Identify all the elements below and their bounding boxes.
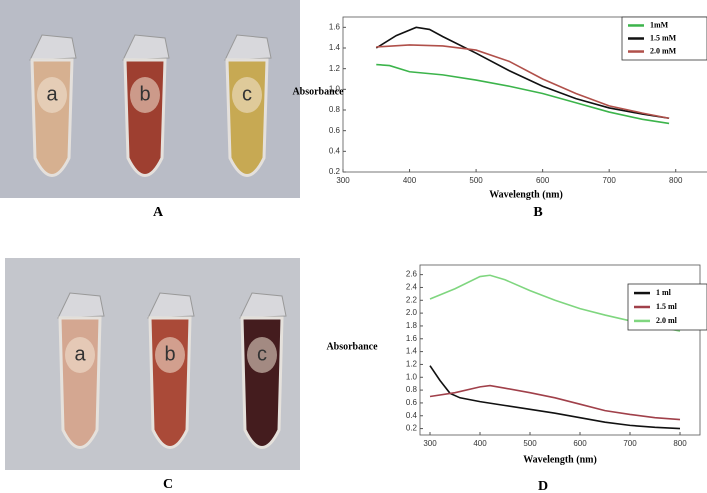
tube-label-area [65, 337, 95, 373]
x-tick-label: 400 [403, 176, 417, 185]
data-line [429, 384, 681, 421]
x-tick-label: 700 [603, 176, 617, 185]
y-tick-label: 1.8 [406, 321, 418, 330]
tube-label-area [155, 337, 185, 373]
y-tick-label: 0.8 [329, 105, 341, 114]
panel-label: B [533, 205, 542, 220]
y-tick-label: 0.4 [329, 146, 341, 155]
y-tick-label: 0.2 [406, 424, 418, 433]
y-tick-label: 0.2 [329, 167, 341, 176]
y-tick-label: 1.2 [329, 64, 341, 73]
x-tick-label: 700 [623, 439, 637, 448]
y-tick-label: 1.6 [406, 334, 418, 343]
tube-label-area [232, 77, 262, 113]
tube-label: a [74, 343, 86, 365]
y-tick-label: 1.0 [329, 84, 341, 93]
legend-label: 2.0 ml [656, 316, 678, 325]
tube-label: b [139, 83, 150, 105]
data-line [375, 26, 670, 120]
y-tick-label: 2.2 [406, 295, 418, 304]
panel-label: A [153, 205, 164, 220]
panel-label: D [538, 479, 548, 493]
tube-label-area [37, 77, 67, 113]
y-tick-label: 2.6 [406, 270, 418, 279]
y-tick-label: 1.0 [406, 372, 418, 381]
panel-label: C [163, 477, 173, 492]
plot-frame [342, 16, 707, 173]
y-tick-label: 2.0 [406, 308, 418, 317]
tube-label: b [164, 343, 175, 365]
x-axis-label: Wavelength (nm) [523, 454, 597, 465]
y-axis-label: Absorbance [292, 86, 344, 97]
x-axis-label: Wavelength (nm) [489, 189, 563, 200]
y-tick-label: 1.4 [406, 347, 418, 356]
y-tick-label: 0.8 [406, 385, 418, 394]
legend-label: 1.5 mM [650, 33, 677, 42]
data-line [376, 44, 670, 120]
y-tick-label: 1.4 [329, 43, 341, 52]
x-tick-label: 500 [469, 176, 483, 185]
legend-label: 2.0 mM [650, 46, 677, 55]
x-tick-label: 800 [673, 439, 687, 448]
plot-frame [419, 264, 701, 436]
data-line [376, 63, 670, 125]
x-tick-label: 300 [423, 439, 437, 448]
tube-label: c [257, 343, 267, 365]
x-tick-label: 400 [473, 439, 487, 448]
tube-label: a [46, 83, 58, 105]
x-tick-label: 600 [573, 439, 587, 448]
y-tick-label: 2.4 [406, 283, 418, 292]
x-tick-label: 800 [669, 176, 683, 185]
y-tick-label: 1.6 [329, 22, 341, 31]
x-tick-label: 300 [336, 176, 350, 185]
legend-label: 1 ml [656, 288, 672, 297]
y-tick-label: 1.2 [406, 360, 418, 369]
y-axis-label: Absorbance [326, 341, 378, 352]
tube-label-area [247, 337, 277, 373]
tube-label-area [130, 77, 160, 113]
legend-label: 1mM [650, 20, 669, 29]
y-tick-label: 0.6 [329, 126, 341, 135]
legend-label: 1.5 ml [656, 302, 678, 311]
tube-label: c [242, 83, 252, 105]
y-tick-label: 0.6 [406, 398, 418, 407]
y-tick-label: 0.4 [406, 411, 418, 420]
x-tick-label: 500 [523, 439, 537, 448]
x-tick-label: 600 [536, 176, 550, 185]
